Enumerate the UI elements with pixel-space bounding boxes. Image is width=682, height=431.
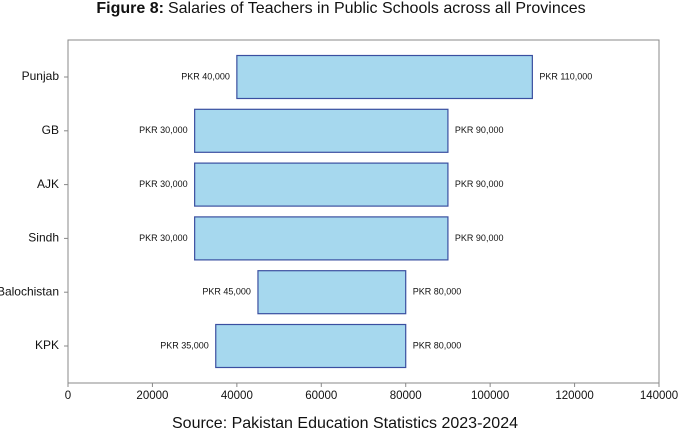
low-value-label: PKR 30,000 — [139, 125, 188, 135]
x-tick-label: 40000 — [221, 390, 253, 402]
x-tick-label: 0 — [65, 390, 71, 402]
low-value-label: PKR 35,000 — [160, 340, 209, 350]
high-value-label: PKR 90,000 — [455, 125, 504, 135]
source: Source: Pakistan Education Statistics 20… — [172, 415, 518, 431]
bar — [194, 162, 449, 207]
bar — [257, 270, 407, 315]
bar — [194, 216, 449, 261]
y-tick-label: KPK — [35, 338, 59, 352]
x-tick-label: 140000 — [640, 390, 678, 402]
low-value-label: PKR 30,000 — [139, 233, 188, 243]
bar — [215, 323, 407, 369]
title-text: Salaries of Teachers in Public Schools a… — [168, 0, 586, 17]
bar — [236, 54, 533, 100]
y-tick-label: Punjab — [22, 69, 60, 83]
low-value-label: PKR 30,000 — [139, 179, 188, 189]
plot-frame — [67, 39, 660, 384]
high-value-label: PKR 90,000 — [455, 233, 504, 243]
x-tick-label: 120000 — [555, 390, 593, 402]
high-value-label: PKR 80,000 — [413, 340, 462, 350]
high-value-label: PKR 110,000 — [539, 71, 592, 81]
low-value-label: PKR 45,000 — [202, 287, 251, 297]
bar — [194, 108, 449, 153]
x-tick-label: 20000 — [136, 390, 168, 402]
y-tick-label: Balochistan — [0, 284, 59, 298]
high-value-label: PKR 80,000 — [413, 287, 462, 297]
x-tick-label: 60000 — [305, 390, 337, 402]
chart-title: Figure 8: Salaries of Teachers in Public … — [96, 0, 585, 17]
x-tick-label: 100000 — [471, 390, 509, 402]
y-tick-label: Sindh — [28, 231, 59, 245]
low-value-label: PKR 40,000 — [181, 71, 230, 81]
y-tick-label: AJK — [37, 177, 59, 191]
y-tick-label: GB — [42, 123, 59, 137]
x-tick-label: 80000 — [390, 390, 422, 402]
high-value-label: PKR 90,000 — [455, 179, 504, 189]
figure-label: Figure 8: — [96, 0, 164, 17]
